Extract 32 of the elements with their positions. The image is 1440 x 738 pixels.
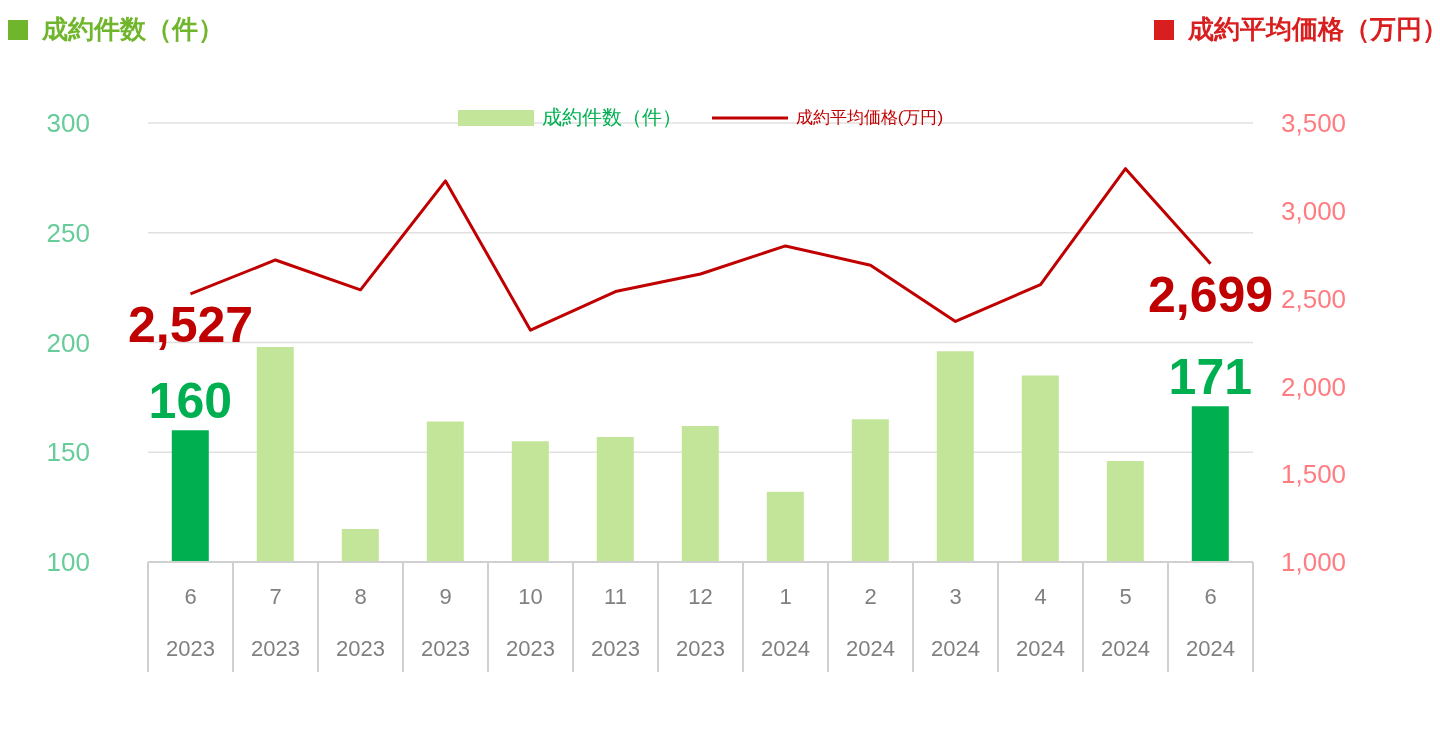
category-label: 5 2024 (1101, 584, 1150, 661)
y-tick-label: 250 (46, 217, 90, 248)
category-label: 10 2023 (506, 584, 555, 661)
category-label: 2 2024 (846, 584, 895, 661)
data-label: 160 (148, 373, 233, 430)
legend-label: 成約平均価格(万円) (795, 107, 944, 129)
category-label: 3 2024 (931, 584, 980, 661)
category-label: 9 2023 (421, 584, 470, 661)
y2-tick-label: 3,000 (1281, 196, 1347, 227)
category-label: 11 2023 (591, 584, 640, 661)
y-axis-title: 成約件数（件） (42, 13, 224, 46)
category-label: 12 2023 (676, 584, 725, 661)
y-tick-label: 100 (46, 547, 90, 578)
y-tick-label: 200 (46, 327, 90, 358)
data-label: 171 (1168, 349, 1253, 406)
y2-tick-label: 2,000 (1281, 371, 1347, 402)
y-tick-label: 300 (46, 108, 90, 139)
category-label: 6 2023 (166, 584, 215, 661)
category-label: 1 2024 (761, 584, 810, 661)
y2-tick-label: 3,500 (1281, 108, 1347, 139)
y-tick-label: 150 (46, 437, 90, 468)
category-label: 8 2023 (336, 584, 385, 661)
y2-tick-label: 1,500 (1281, 459, 1347, 490)
data-label: 2,699 (1147, 266, 1274, 323)
y2-axis-title: 成約平均価格（万円） (1188, 13, 1440, 46)
legend-label: 成約件数（件） (541, 105, 682, 130)
category-label: 4 2024 (1016, 584, 1065, 661)
category-label: 7 2023 (251, 584, 300, 661)
y2-tick-label: 1,000 (1281, 547, 1347, 578)
category-label: 6 2024 (1186, 584, 1235, 661)
data-label: 2,527 (127, 296, 254, 353)
y2-tick-label: 2,500 (1281, 283, 1347, 314)
